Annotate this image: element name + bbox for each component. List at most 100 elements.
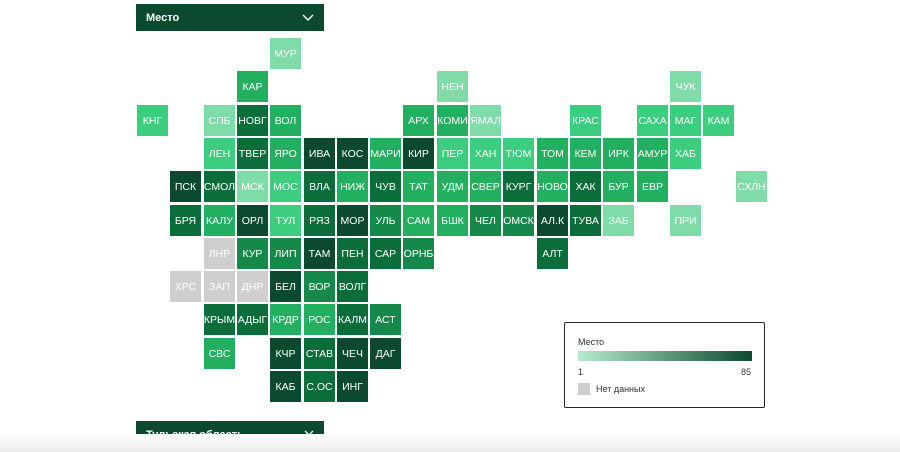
region-tile[interactable]: ТОМ [537, 138, 568, 169]
region-tile[interactable]: ВОР [304, 271, 335, 302]
region-tile[interactable]: ЛИП [270, 238, 301, 269]
region-tile[interactable]: УЛЬ [370, 205, 401, 236]
nodata-swatch [578, 383, 590, 395]
region-tile[interactable]: КУР [237, 238, 268, 269]
region-tile[interactable]: КНГ [137, 105, 168, 136]
region-tile[interactable]: АРХ [403, 105, 434, 136]
region-tile[interactable]: ИНГ [337, 371, 368, 402]
region-tile[interactable]: НИЖ [337, 171, 368, 202]
region-tile[interactable]: СВС [204, 338, 235, 369]
region-tile[interactable]: ДНР [237, 271, 268, 302]
nodata-label: Нет данных [596, 384, 645, 394]
region-tile[interactable]: КОС [337, 138, 368, 169]
region-tile[interactable]: ЧЕЛ [470, 205, 501, 236]
region-tile[interactable]: КРАС [570, 105, 601, 136]
region-tile[interactable]: СВЕР [470, 171, 501, 202]
region-tile[interactable]: ЕВР [637, 171, 668, 202]
region-tile[interactable]: САР [370, 238, 401, 269]
region-tile[interactable]: КОМИ [437, 105, 468, 136]
region-tile[interactable]: ТВЕР [237, 138, 268, 169]
region-tile[interactable]: ВЛА [304, 171, 335, 202]
region-tile[interactable]: ОРНБ [403, 238, 434, 269]
region-tile[interactable]: ОРЛ [237, 205, 268, 236]
legend-min: 1 [578, 367, 584, 377]
region-tile[interactable]: СМОЛ [204, 171, 235, 202]
region-tile[interactable]: СТАВ [304, 338, 335, 369]
region-tile[interactable]: ТУВА [570, 205, 601, 236]
region-tile[interactable]: АМУР [637, 138, 668, 169]
region-tile[interactable]: МОС [270, 171, 301, 202]
metric-dropdown[interactable]: Место [136, 4, 324, 31]
region-tile[interactable]: БЕЛ [270, 271, 301, 302]
region-tile[interactable]: ДАГ [370, 338, 401, 369]
region-tile[interactable]: КАМ [703, 105, 734, 136]
region-tile[interactable]: КУРГ [503, 171, 534, 202]
region-tile[interactable]: КЧР [270, 338, 301, 369]
region-tile[interactable]: ЛНР [204, 238, 235, 269]
region-tile[interactable]: ЧУВ [370, 171, 401, 202]
region-tile[interactable]: САМ [403, 205, 434, 236]
region-tile[interactable]: ИВА [304, 138, 335, 169]
region-tile[interactable]: ПЕР [437, 138, 468, 169]
region-tile[interactable]: ХАБ [670, 138, 701, 169]
region-tile[interactable]: ТАТ [403, 171, 434, 202]
region-tile[interactable]: КРЫМ [204, 304, 235, 335]
bottom-fade [0, 434, 900, 452]
legend-gradient [578, 351, 752, 361]
region-tile[interactable]: С.ОС [304, 371, 335, 402]
region-tile[interactable]: ЗАБ [603, 205, 634, 236]
region-tile[interactable]: РОС [304, 304, 335, 335]
region-tile[interactable]: ПРИ [670, 205, 701, 236]
region-tile[interactable]: МАРИ [370, 138, 401, 169]
region-tile[interactable]: АЛ.К [537, 205, 568, 236]
region-tile[interactable]: БШК [437, 205, 468, 236]
region-tile[interactable]: БУР [603, 171, 634, 202]
region-tile[interactable]: САХА [637, 105, 668, 136]
region-tile[interactable]: ЯРО [270, 138, 301, 169]
region-tile[interactable]: БРЯ [170, 205, 201, 236]
region-tile[interactable]: ОМСК [503, 205, 534, 236]
region-tile[interactable]: РЯЗ [304, 205, 335, 236]
region-tile[interactable]: ИРК [603, 138, 634, 169]
region-tile[interactable]: КАЛУ [204, 205, 235, 236]
legend-title: Место [578, 337, 605, 347]
region-tile[interactable]: МСК [237, 171, 268, 202]
region-tile[interactable]: ЛЕН [204, 138, 235, 169]
region-tile[interactable]: ЯМАЛ [470, 105, 501, 136]
region-tile[interactable]: КИР [403, 138, 434, 169]
chevron-down-icon [302, 14, 314, 22]
region-tile[interactable]: ХАН [470, 138, 501, 169]
legend: Место 1 85 Нет данных [564, 322, 765, 408]
region-tile[interactable]: ПСК [170, 171, 201, 202]
region-tile[interactable]: МАГ [670, 105, 701, 136]
region-tile[interactable]: ЧУК [670, 71, 701, 102]
region-tile[interactable]: АСТ [370, 304, 401, 335]
region-tile[interactable]: ТАМ [304, 238, 335, 269]
region-tile[interactable]: АДЫГ [237, 304, 268, 335]
region-tile[interactable]: КАБ [270, 371, 301, 402]
region-tile[interactable]: ТЮМ [503, 138, 534, 169]
region-tile[interactable]: НЕН [437, 71, 468, 102]
region-tile[interactable]: НОВО [537, 171, 568, 202]
region-tile[interactable]: ТУЛ [270, 205, 301, 236]
region-tile[interactable]: КЕМ [570, 138, 601, 169]
region-tile[interactable]: КРДР [270, 304, 301, 335]
region-tile[interactable]: КАЛМ [337, 304, 368, 335]
region-tile[interactable]: МОР [337, 205, 368, 236]
region-tile[interactable]: СПБ [204, 105, 235, 136]
region-tile[interactable]: ХАК [570, 171, 601, 202]
region-tile[interactable]: ВОЛГ [337, 271, 368, 302]
metric-dropdown-label: Место [146, 11, 180, 24]
region-tile[interactable]: ЗАП [204, 271, 235, 302]
region-tile[interactable]: УДМ [437, 171, 468, 202]
region-tile[interactable]: ХРС [170, 271, 201, 302]
region-tile[interactable]: МУР [270, 38, 301, 69]
region-tile[interactable]: НОВГ [237, 105, 268, 136]
legend-max: 85 [740, 367, 751, 377]
region-tile[interactable]: КАР [237, 71, 268, 102]
region-tile[interactable]: СХЛН [736, 171, 767, 202]
region-tile[interactable]: ЧЕЧ [337, 338, 368, 369]
region-tile[interactable]: ПЕН [337, 238, 368, 269]
region-tile[interactable]: ВОЛ [270, 105, 301, 136]
region-tile[interactable]: АЛТ [537, 238, 568, 269]
